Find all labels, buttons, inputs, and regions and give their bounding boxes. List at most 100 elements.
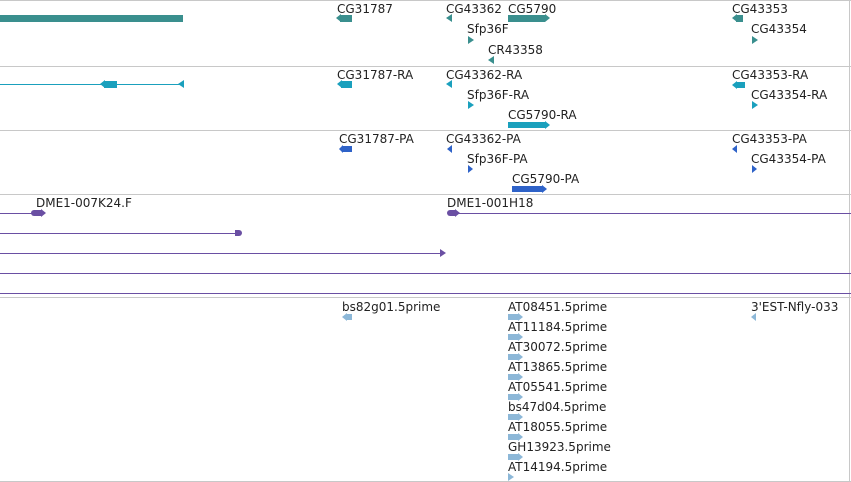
transcript-label-cg43353-ra[interactable]: CG43353-RA: [732, 68, 809, 82]
protein-label-cg31787-pa[interactable]: CG31787-PA: [339, 132, 414, 146]
gene-feature-left[interactable]: [0, 15, 183, 22]
clone-label-dme1-001h18[interactable]: DME1-001H18: [447, 196, 534, 210]
gene-feature-cr43358[interactable]: [488, 56, 494, 64]
strand-arrow-icon: [545, 121, 550, 129]
strand-arrow-icon: [518, 333, 523, 341]
gene-feature-cg31787[interactable]: [340, 15, 352, 22]
protein-feature-cg43354-pa[interactable]: [752, 165, 757, 173]
clone-line: [0, 273, 851, 274]
track-separator: [0, 0, 851, 1]
strand-arrow-icon: [41, 209, 46, 217]
est-label-at13865[interactable]: AT13865.5prime: [508, 360, 608, 374]
strand-arrow-icon: [518, 433, 523, 441]
gene-feature-cg43354[interactable]: [752, 36, 758, 44]
clone-line-dme1-001h18: [455, 213, 851, 214]
protein-label-cg43362-pa[interactable]: CG43362-PA: [446, 132, 521, 146]
strand-arrow-icon: [336, 14, 341, 22]
track-separator: [0, 130, 851, 131]
gene-label-cg43362[interactable]: CG43362: [446, 2, 502, 16]
strand-arrow-icon: [339, 145, 343, 153]
strand-arrow-icon: [440, 249, 446, 257]
est-label-at30072[interactable]: AT30072.5prime: [508, 340, 608, 354]
est-feature-gh13923[interactable]: [508, 454, 518, 460]
strand-arrow-icon: [342, 313, 347, 321]
strand-arrow-icon: [337, 80, 342, 88]
transcript-intron-left: [0, 84, 180, 85]
clone-line-dme1-007k24: [0, 213, 32, 214]
est-label-bs47d04[interactable]: bs47d04.5prime: [508, 400, 607, 414]
est-feature-bs82g01[interactable]: [347, 314, 352, 320]
est-label-at14194[interactable]: AT14194.5prime: [508, 460, 608, 474]
gene-label-cg43353[interactable]: CG43353: [732, 2, 788, 16]
protein-label-cg5790-pa[interactable]: CG5790-PA: [512, 172, 580, 186]
gene-feature-sfp36f[interactable]: [468, 36, 474, 44]
protein-feature-cg43362-pa[interactable]: [447, 145, 452, 153]
clone-feature[interactable]: [235, 230, 242, 236]
gene-label-cr43358[interactable]: CR43358: [488, 43, 543, 57]
est-label-bs82g01[interactable]: bs82g01.5prime: [342, 300, 441, 314]
protein-feature-cg5790-pa[interactable]: [512, 186, 542, 192]
est-label-at18055[interactable]: AT18055.5prime: [508, 420, 608, 434]
strand-arrow-icon: [542, 185, 547, 193]
est-feature-at18055[interactable]: [508, 434, 518, 440]
strand-arrow-icon: [518, 413, 523, 421]
gene-label-cg43354[interactable]: CG43354: [751, 22, 807, 36]
transcript-label-cg31787-ra[interactable]: CG31787-RA: [337, 68, 414, 82]
est-feature-at08451[interactable]: [508, 314, 518, 320]
strand-arrow-icon: [518, 453, 523, 461]
gene-label-sfp36f[interactable]: Sfp36F: [467, 22, 509, 36]
protein-label-cg43354-pa[interactable]: CG43354-PA: [751, 152, 826, 166]
est-label-at11184[interactable]: AT11184.5prime: [508, 320, 608, 334]
transcript-label-cg43354-ra[interactable]: CG43354-RA: [751, 88, 828, 102]
transcript-label-cg5790-ra[interactable]: CG5790-RA: [508, 108, 577, 122]
gene-feature-cg43362[interactable]: [446, 14, 452, 22]
track-separator: [0, 297, 851, 298]
transcript-feature-sfp36f-ra[interactable]: [468, 101, 474, 109]
protein-label-sfp36f-pa[interactable]: Sfp36F-PA: [467, 152, 528, 166]
gene-feature-cg5790[interactable]: [508, 15, 545, 22]
strand-arrow-icon: [732, 81, 737, 89]
gene-label-cg5790[interactable]: CG5790: [508, 2, 557, 16]
gene-feature-cg43353[interactable]: [736, 15, 743, 22]
track-separator: [0, 66, 851, 67]
est-label-at05541[interactable]: AT05541.5prime: [508, 380, 608, 394]
transcript-feature-cg43354-ra[interactable]: [752, 101, 758, 109]
view-right-edge: [849, 0, 850, 482]
est-feature-at05541[interactable]: [508, 394, 518, 400]
strand-arrow-icon: [518, 373, 523, 381]
clone-feature-dme1-007k24[interactable]: [31, 210, 41, 216]
strand-arrow-icon: [518, 313, 523, 321]
protein-feature-cg43353-pa[interactable]: [732, 145, 737, 153]
est-feature-at13865[interactable]: [508, 374, 518, 380]
transcript-feature-cg5790-ra[interactable]: [508, 122, 545, 128]
strand-arrow-icon: [518, 393, 523, 401]
clone-line: [0, 233, 236, 234]
transcript-feature-cg43362-ra[interactable]: [446, 80, 452, 88]
strand-arrow-icon: [732, 14, 737, 22]
clone-line: [0, 293, 851, 294]
strand-arrow-icon: [545, 14, 550, 22]
clone-line: [0, 253, 440, 254]
gene-label-cg31787[interactable]: CG31787: [337, 2, 393, 16]
est-feature-at30072[interactable]: [508, 354, 518, 360]
transcript-label-cg43362-ra[interactable]: CG43362-RA: [446, 68, 523, 82]
est-label-gh13923[interactable]: GH13923.5prime: [508, 440, 611, 454]
est-label-nfly-033[interactable]: 3'EST-Nfly-033: [751, 300, 839, 314]
transcript-feature-cg43353-ra[interactable]: [737, 82, 745, 88]
transcript-label-sfp36f-ra[interactable]: Sfp36F-RA: [467, 88, 530, 102]
est-feature-at14194[interactable]: [508, 473, 514, 481]
strand-arrow-icon: [100, 80, 105, 88]
est-feature-at11184[interactable]: [508, 334, 518, 340]
protein-label-cg43353-pa[interactable]: CG43353-PA: [732, 132, 807, 146]
clone-feature-dme1-001h18[interactable]: [447, 210, 455, 216]
clone-label-dme1-007k24[interactable]: DME1-007K24.F: [36, 196, 132, 210]
track-separator: [0, 194, 851, 195]
est-feature-bs47d04[interactable]: [508, 414, 518, 420]
protein-feature-cg31787-pa[interactable]: [343, 146, 352, 152]
transcript-exon-left[interactable]: [104, 81, 117, 88]
transcript-feature-cg31787-ra[interactable]: [341, 81, 352, 88]
est-label-at08451[interactable]: AT08451.5prime: [508, 300, 608, 314]
protein-feature-sfp36f-pa[interactable]: [468, 165, 473, 173]
est-feature-nfly-033[interactable]: [751, 313, 756, 321]
